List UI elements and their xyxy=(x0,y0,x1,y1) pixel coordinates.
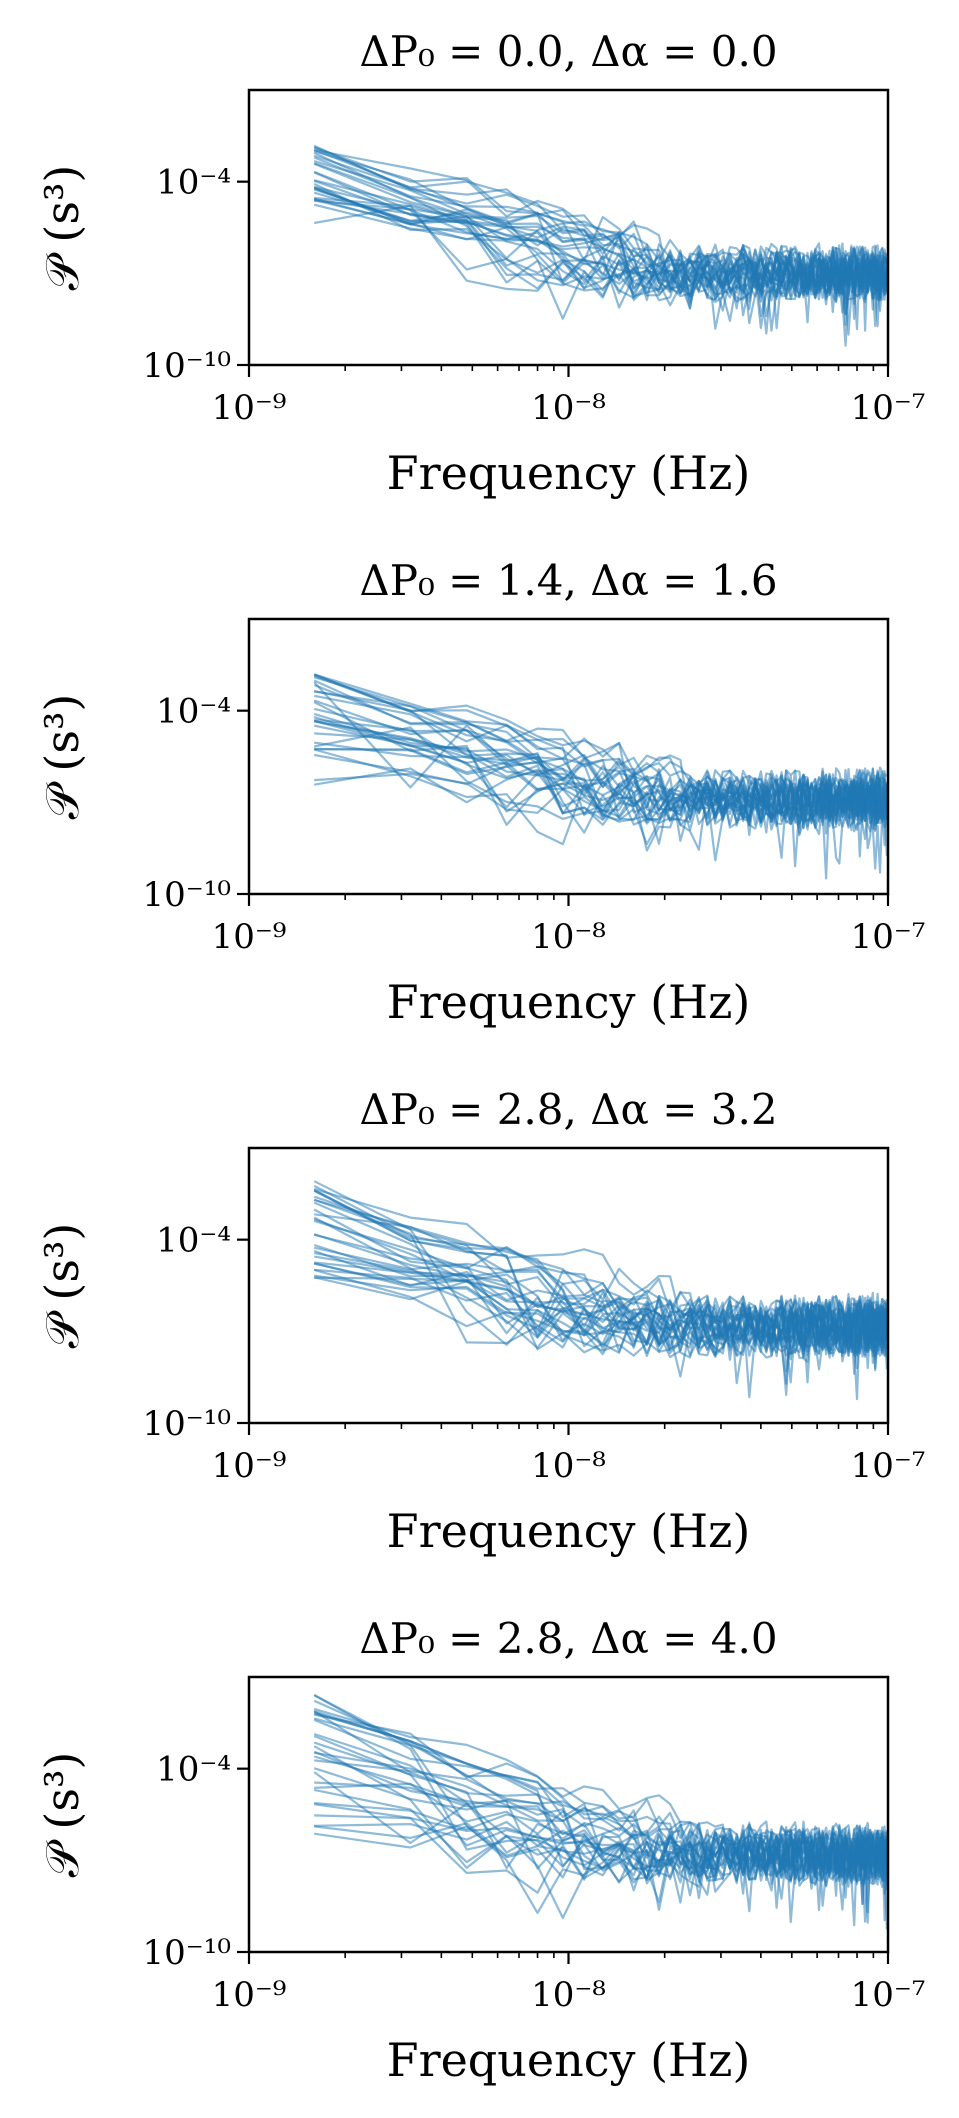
series-line xyxy=(313,187,888,325)
series-group xyxy=(313,1180,888,1401)
x-tick-label: 10⁻⁸ xyxy=(531,1975,606,2015)
y-tick-label: 10⁻¹⁰ xyxy=(143,1933,231,1973)
series-group xyxy=(313,673,888,880)
y-axis-label: 𝒫 (s³) xyxy=(35,165,89,291)
panel-1: 10⁻⁹ 10⁻⁸ 10⁻⁷ 10⁻¹⁰ 10⁻⁴ ΔP₀ = 0.0, Δα = 0.0… xyxy=(35,27,925,500)
x-axis-label: Frequency (Hz) xyxy=(387,446,751,500)
chart-title: ΔP₀ = 1.4, Δα = 1.6 xyxy=(359,556,777,605)
x-tick-label: 10⁻⁷ xyxy=(851,1975,926,2015)
chart-title: ΔP₀ = 0.0, Δα = 0.0 xyxy=(359,27,777,76)
x-tick-label: 10⁻⁸ xyxy=(531,917,606,957)
x-tick-label: 10⁻⁷ xyxy=(851,917,926,957)
y-axis-label: 𝒫 (s³) xyxy=(35,694,89,820)
x-tick-label: 10⁻⁹ xyxy=(212,917,287,957)
chart-title: ΔP₀ = 2.8, Δα = 4.0 xyxy=(359,1614,777,1663)
y-axis-label: 𝒫 (s³) xyxy=(35,1752,89,1878)
series-group xyxy=(313,1694,888,1930)
series-line xyxy=(313,1246,888,1370)
y-tick-label: 10⁻¹⁰ xyxy=(143,346,231,386)
y-tick-label: 10⁻¹⁰ xyxy=(143,875,231,915)
series-line xyxy=(313,673,888,824)
y-tick-label: 10⁻⁴ xyxy=(156,1221,231,1261)
x-tick-label: 10⁻⁸ xyxy=(531,1446,606,1486)
series-line xyxy=(313,1732,888,1885)
x-axis-label: Frequency (Hz) xyxy=(387,975,751,1029)
series-group xyxy=(313,144,888,347)
panel-2: 10⁻⁹ 10⁻⁸ 10⁻⁷ 10⁻¹⁰ 10⁻⁴ ΔP₀ = 1.4, Δα = 1.6… xyxy=(35,556,925,1029)
x-tick-label: 10⁻⁷ xyxy=(851,388,926,428)
x-tick-label: 10⁻⁹ xyxy=(212,388,287,428)
x-axis-label: Frequency (Hz) xyxy=(387,1504,751,1558)
chart-title: ΔP₀ = 2.8, Δα = 3.2 xyxy=(359,1085,777,1134)
y-axis-label: 𝒫 (s³) xyxy=(35,1223,89,1349)
panel-4: 10⁻⁹ 10⁻⁸ 10⁻⁷ 10⁻¹⁰ 10⁻⁴ ΔP₀ = 2.8, Δα = 4.0… xyxy=(35,1614,925,2087)
x-tick-label: 10⁻⁷ xyxy=(851,1446,926,1486)
plot-frame xyxy=(247,1146,890,1425)
y-tick-label: 10⁻⁴ xyxy=(156,692,231,732)
y-tick-label: 10⁻¹⁰ xyxy=(143,1404,231,1444)
series-line xyxy=(313,1201,888,1361)
series-line xyxy=(313,154,888,331)
plot-frame xyxy=(247,617,890,896)
y-tick-label: 10⁻⁴ xyxy=(156,163,231,203)
series-line xyxy=(314,741,888,859)
series-line xyxy=(313,720,888,821)
x-tick-label: 10⁻⁸ xyxy=(531,388,606,428)
x-tick-label: 10⁻⁹ xyxy=(212,1975,287,2015)
series-line xyxy=(313,1710,888,1892)
y-tick-label: 10⁻⁴ xyxy=(156,1750,231,1790)
x-tick-label: 10⁻⁹ xyxy=(212,1446,287,1486)
x-axis-label: Frequency (Hz) xyxy=(387,2033,751,2087)
panel-3: 10⁻⁹ 10⁻⁸ 10⁻⁷ 10⁻¹⁰ 10⁻⁴ ΔP₀ = 2.8, Δα = 3.2… xyxy=(35,1085,925,1558)
